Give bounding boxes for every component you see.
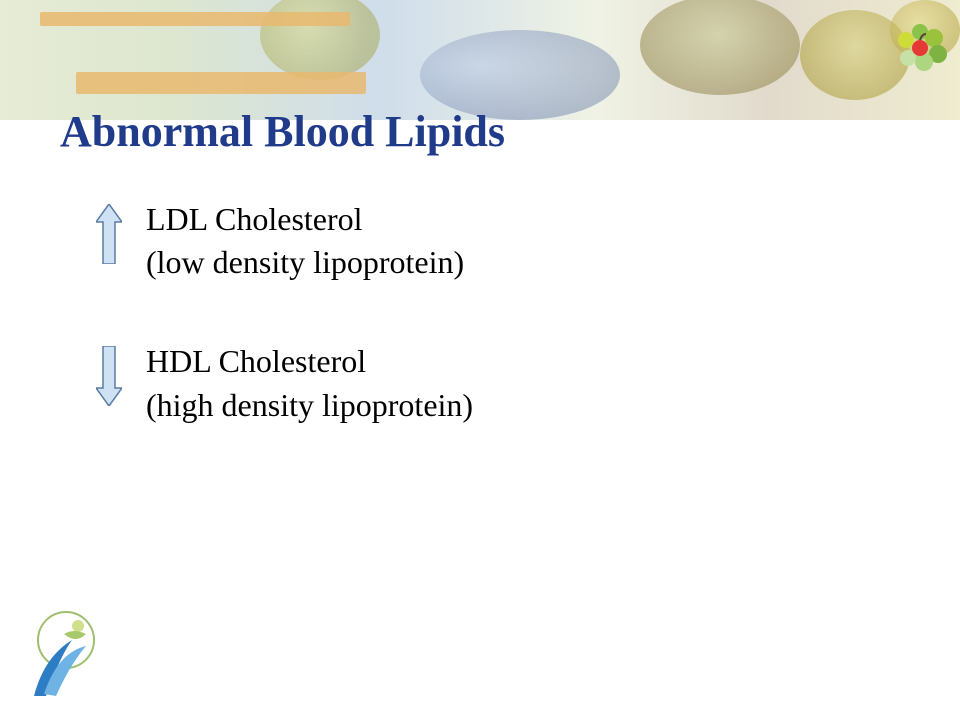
slide-title: Abnormal Blood Lipids: [60, 106, 505, 157]
arrow-shape: [96, 346, 122, 406]
bullet-text: HDL Cholesterol (high density lipoprotei…: [146, 340, 473, 426]
slide-body: LDL Cholesterol (low density lipoprotein…: [92, 198, 473, 483]
bullet-item: LDL Cholesterol (low density lipoprotein…: [92, 198, 473, 284]
banner-accent-bar: [40, 12, 350, 26]
bullet-line1: HDL Cholesterol: [146, 343, 366, 379]
decorative-banner: [0, 0, 960, 120]
bullet-line2: (high density lipoprotein): [146, 387, 473, 423]
banner-accent-bar: [76, 72, 366, 94]
banner-leaf: [640, 0, 800, 95]
bullet-line1: LDL Cholesterol: [146, 201, 363, 237]
arrow-shape: [96, 204, 122, 264]
bullet-text: LDL Cholesterol (low density lipoprotein…: [146, 198, 464, 284]
bullet-line2: (low density lipoprotein): [146, 244, 464, 280]
up-arrow-icon: [92, 204, 126, 264]
corner-fruit-logo: [890, 18, 954, 78]
bottom-left-health-logo: [14, 604, 114, 704]
bullet-item: HDL Cholesterol (high density lipoprotei…: [92, 340, 473, 426]
down-arrow-icon: [92, 346, 126, 406]
